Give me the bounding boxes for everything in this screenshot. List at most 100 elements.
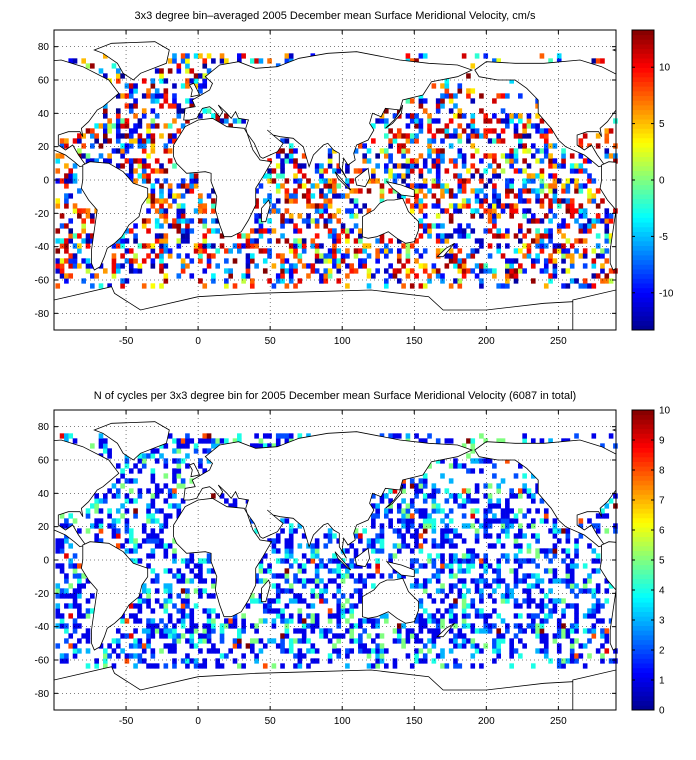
heatmap-cell: [457, 83, 463, 89]
heatmap-cell: [505, 233, 510, 239]
heatmap-cell: [543, 233, 549, 239]
heatmap-cell: [254, 243, 259, 249]
heatmap-cell: [556, 598, 562, 604]
heatmap-cell: [167, 123, 173, 129]
heatmap-cell: [72, 138, 78, 144]
heatmap-cell: [578, 533, 584, 539]
heatmap-cell: [396, 533, 402, 539]
heatmap-cell: [600, 278, 605, 284]
heatmap-cell: [267, 598, 272, 604]
heatmap-cell: [85, 528, 91, 534]
heatmap-cell: [314, 218, 320, 224]
heatmap-cell: [314, 233, 320, 239]
heatmap-cell: [146, 593, 151, 599]
heatmap-cell: [198, 438, 203, 444]
heatmap-cell: [198, 218, 203, 224]
heatmap-cell: [448, 568, 454, 574]
heatmap-cell: [59, 543, 65, 549]
heatmap-cell: [444, 498, 450, 504]
heatmap-cell: [146, 553, 151, 559]
heatmap-cell: [496, 203, 502, 209]
heatmap-cell: [409, 243, 415, 249]
heatmap-cell: [392, 528, 398, 534]
heatmap-cell: [111, 253, 117, 259]
heatmap-cell: [137, 163, 143, 169]
heatmap-cell: [146, 633, 151, 639]
heatmap-cell: [479, 593, 484, 599]
heatmap-cell: [522, 488, 527, 494]
heatmap-cell: [518, 543, 523, 549]
heatmap-cell: [163, 263, 169, 269]
heatmap-cell: [422, 203, 428, 209]
colorbar-swatch: [632, 170, 654, 176]
heatmap-cell: [154, 448, 160, 454]
heatmap-cell: [492, 568, 497, 574]
heatmap-cell: [327, 558, 333, 564]
heatmap-cell: [513, 533, 519, 539]
heatmap-cell: [543, 193, 549, 199]
heatmap-cell: [107, 653, 112, 659]
heatmap-cell: [422, 178, 428, 184]
colorbar-swatch: [632, 161, 654, 167]
heatmap-cell: [461, 203, 467, 209]
heatmap-cell: [258, 638, 264, 644]
heatmap-cell: [301, 153, 307, 159]
heatmap-cell: [146, 243, 151, 249]
heatmap-cell: [535, 188, 540, 194]
heatmap-cell: [487, 218, 493, 224]
heatmap-cell: [258, 578, 264, 584]
heatmap-cell: [167, 203, 173, 209]
heatmap-cell: [401, 523, 406, 529]
y-tick-label: -60: [35, 276, 50, 287]
heatmap-cell: [587, 198, 592, 204]
coastline: [261, 199, 271, 223]
heatmap-cell: [366, 208, 372, 214]
heatmap-cell: [457, 148, 463, 154]
heatmap-cell: [81, 238, 86, 244]
heatmap-cell: [206, 253, 212, 259]
heatmap-cell: [574, 248, 579, 254]
heatmap-cell: [375, 268, 380, 274]
heatmap-cell: [297, 568, 303, 574]
heatmap-cell: [522, 598, 527, 604]
heatmap-cell: [284, 193, 290, 199]
heatmap-cell: [548, 578, 553, 584]
heatmap-cell: [569, 623, 575, 629]
heatmap-cell: [146, 228, 151, 234]
heatmap-cell: [496, 483, 502, 489]
heatmap-cell: [505, 203, 510, 209]
heatmap-cell: [340, 573, 346, 579]
colorbar-swatch: [632, 62, 654, 68]
heatmap-cell: [530, 188, 536, 194]
heatmap-cell: [448, 193, 454, 199]
heatmap-cell: [293, 188, 298, 194]
heatmap-cell: [137, 543, 143, 549]
heatmap-cell: [323, 563, 329, 569]
heatmap-cell: [461, 188, 467, 194]
heatmap-cell: [474, 238, 480, 244]
heatmap-cell: [198, 253, 203, 259]
heatmap-cell: [505, 583, 510, 589]
heatmap-cell: [448, 518, 454, 524]
heatmap-cell: [128, 498, 134, 504]
heatmap-cell: [314, 548, 320, 554]
heatmap-cell: [401, 508, 406, 514]
heatmap-cell: [569, 258, 575, 264]
heatmap-cell: [530, 178, 536, 184]
heatmap-cell: [548, 228, 553, 234]
heatmap-cell: [371, 583, 376, 589]
heatmap-cell: [271, 548, 277, 554]
heatmap-cell: [189, 628, 195, 634]
heatmap-cell: [457, 278, 463, 284]
heatmap-cell: [539, 648, 545, 654]
colorbar-swatch: [632, 466, 654, 472]
heatmap-cell: [128, 268, 134, 274]
heatmap-cell: [332, 568, 337, 574]
heatmap-cell: [124, 118, 130, 124]
heatmap-cell: [578, 213, 584, 219]
heatmap-cell: [414, 138, 419, 144]
heatmap-cell: [154, 218, 160, 224]
heatmap-cell: [258, 443, 264, 449]
heatmap-cell: [608, 278, 614, 284]
heatmap-cell: [249, 593, 255, 599]
